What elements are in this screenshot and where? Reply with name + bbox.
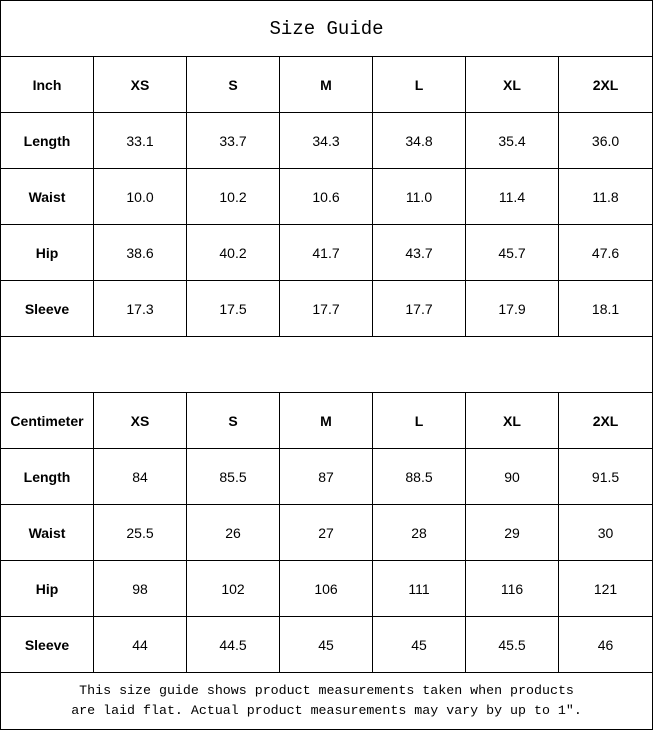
measurement-label: Length bbox=[0, 448, 94, 505]
table-row: Sleeve 17.3 17.5 17.7 17.7 17.9 18.1 bbox=[0, 280, 653, 337]
unit-label: Inch bbox=[0, 56, 94, 113]
measurement-value: 17.7 bbox=[279, 280, 373, 337]
measurement-value: 34.3 bbox=[279, 112, 373, 169]
measurement-value: 28 bbox=[372, 504, 466, 561]
measurement-value: 10.2 bbox=[186, 168, 280, 225]
size-header: XL bbox=[465, 392, 559, 449]
cm-header-row: Centimeter XS S M L XL 2XL bbox=[0, 392, 653, 449]
measurement-value: 38.6 bbox=[93, 224, 187, 281]
measurement-label: Hip bbox=[0, 224, 94, 281]
measurement-label: Sleeve bbox=[0, 280, 94, 337]
measurement-value: 26 bbox=[186, 504, 280, 561]
measurement-value: 44 bbox=[93, 616, 187, 673]
measurement-value: 11.8 bbox=[557, 168, 653, 225]
page-title: Size Guide bbox=[0, 0, 653, 57]
measurement-value: 33.1 bbox=[93, 112, 187, 169]
measurement-value: 87 bbox=[279, 448, 373, 505]
note-row: This size guide shows product measuremen… bbox=[0, 672, 653, 730]
size-header: 2XL bbox=[557, 392, 653, 449]
inch-header-row: Inch XS S M L XL 2XL bbox=[0, 56, 653, 113]
size-header: S bbox=[186, 392, 280, 449]
measurement-value: 88.5 bbox=[372, 448, 466, 505]
size-header: 2XL bbox=[557, 56, 653, 113]
measurement-value: 47.6 bbox=[557, 224, 653, 281]
measurement-value: 44.5 bbox=[186, 616, 280, 673]
measurement-value: 106 bbox=[279, 560, 373, 617]
size-header: M bbox=[279, 56, 373, 113]
measurement-value: 45 bbox=[279, 616, 373, 673]
measurement-value: 30 bbox=[557, 504, 653, 561]
measurement-value: 98 bbox=[93, 560, 187, 617]
measurement-label: Sleeve bbox=[0, 616, 94, 673]
measurement-value: 17.3 bbox=[93, 280, 187, 337]
measurement-value: 25.5 bbox=[93, 504, 187, 561]
measurement-value: 10.6 bbox=[279, 168, 373, 225]
measurement-value: 10.0 bbox=[93, 168, 187, 225]
measurement-value: 111 bbox=[372, 560, 466, 617]
measurement-value: 41.7 bbox=[279, 224, 373, 281]
measurement-value: 33.7 bbox=[186, 112, 280, 169]
measurement-value: 11.0 bbox=[372, 168, 466, 225]
table-row: Hip 38.6 40.2 41.7 43.7 45.7 47.6 bbox=[0, 224, 653, 281]
measurement-value: 46 bbox=[557, 616, 653, 673]
spacer-cell bbox=[0, 336, 653, 393]
spacer-row bbox=[0, 336, 653, 393]
size-header: S bbox=[186, 56, 280, 113]
measurement-label: Waist bbox=[0, 504, 94, 561]
table-row: Waist 10.0 10.2 10.6 11.0 11.4 11.8 bbox=[0, 168, 653, 225]
measurement-value: 11.4 bbox=[465, 168, 559, 225]
measurement-value: 27 bbox=[279, 504, 373, 561]
measurement-value: 91.5 bbox=[557, 448, 653, 505]
measurement-value: 90 bbox=[465, 448, 559, 505]
measurement-value: 45.7 bbox=[465, 224, 559, 281]
measurement-value: 17.5 bbox=[186, 280, 280, 337]
measurement-value: 17.7 bbox=[372, 280, 466, 337]
measurement-label: Length bbox=[0, 112, 94, 169]
measurement-value: 34.8 bbox=[372, 112, 466, 169]
note-line2: are laid flat. Actual product measuremen… bbox=[71, 703, 582, 718]
measurement-value: 121 bbox=[557, 560, 653, 617]
measurement-value: 17.9 bbox=[465, 280, 559, 337]
measurement-value: 45 bbox=[372, 616, 466, 673]
measurement-note: This size guide shows product measuremen… bbox=[0, 672, 653, 730]
note-line1: This size guide shows product measuremen… bbox=[79, 683, 574, 698]
measurement-value: 40.2 bbox=[186, 224, 280, 281]
measurement-value: 84 bbox=[93, 448, 187, 505]
size-header: M bbox=[279, 392, 373, 449]
measurement-value: 45.5 bbox=[465, 616, 559, 673]
size-header: XL bbox=[465, 56, 559, 113]
size-header: L bbox=[372, 392, 466, 449]
measurement-value: 116 bbox=[465, 560, 559, 617]
size-header: L bbox=[372, 56, 466, 113]
table-row: Length 84 85.5 87 88.5 90 91.5 bbox=[0, 448, 653, 505]
measurement-value: 35.4 bbox=[465, 112, 559, 169]
size-header: XS bbox=[93, 392, 187, 449]
unit-label: Centimeter bbox=[0, 392, 94, 449]
measurement-value: 18.1 bbox=[557, 280, 653, 337]
measurement-value: 85.5 bbox=[186, 448, 280, 505]
table-row: Sleeve 44 44.5 45 45 45.5 46 bbox=[0, 616, 653, 673]
measurement-value: 102 bbox=[186, 560, 280, 617]
measurement-value: 29 bbox=[465, 504, 559, 561]
table-row: Waist 25.5 26 27 28 29 30 bbox=[0, 504, 653, 561]
measurement-label: Waist bbox=[0, 168, 94, 225]
measurement-label: Hip bbox=[0, 560, 94, 617]
table-row: Length 33.1 33.7 34.3 34.8 35.4 36.0 bbox=[0, 112, 653, 169]
measurement-value: 43.7 bbox=[372, 224, 466, 281]
measurement-value: 36.0 bbox=[557, 112, 653, 169]
table-row: Hip 98 102 106 111 116 121 bbox=[0, 560, 653, 617]
size-header: XS bbox=[93, 56, 187, 113]
